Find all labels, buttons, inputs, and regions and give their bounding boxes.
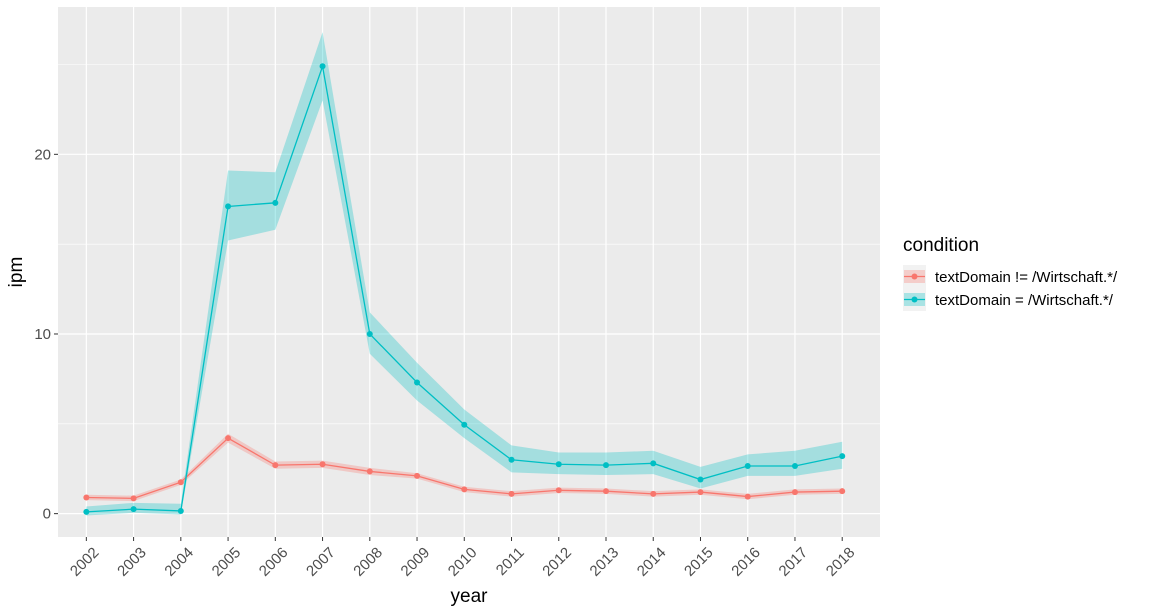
data-point	[83, 508, 90, 515]
data-point	[83, 494, 90, 501]
data-point	[366, 330, 373, 337]
y-tick-label: 10	[34, 326, 51, 343]
x-tick-label: 2009	[398, 544, 434, 580]
x-tick-label: 2003	[114, 544, 150, 580]
data-point	[130, 495, 137, 502]
legend-label: textDomain != /Wirtschaft.*/	[935, 269, 1118, 286]
data-point	[177, 507, 184, 514]
data-point	[461, 486, 468, 493]
data-point	[650, 460, 657, 467]
data-point	[650, 490, 657, 497]
major-gridlines	[58, 7, 880, 537]
x-tick-label: 2006	[256, 544, 292, 580]
data-point	[225, 203, 232, 210]
plot-panel	[58, 7, 880, 537]
x-axis-title: year	[451, 586, 489, 607]
x-tick-label: 2004	[161, 544, 197, 580]
data-point	[744, 493, 751, 500]
x-tick-label: 2002	[67, 544, 103, 580]
data-point	[603, 462, 609, 469]
legend-label: textDomain = /Wirtschaft.*/	[935, 292, 1114, 309]
x-tick-label: 2012	[539, 544, 575, 580]
y-tick-label: 0	[43, 506, 51, 523]
data-point	[130, 506, 137, 513]
data-point	[366, 468, 373, 475]
x-tick-label: 2008	[350, 544, 386, 580]
x-tick-label: 2014	[634, 544, 670, 580]
x-tick-label: 2007	[303, 544, 339, 580]
data-point	[414, 379, 421, 386]
x-tick-label: 2017	[776, 544, 812, 580]
legend: condition textDomain != /Wirtschaft.*/te…	[903, 235, 1118, 311]
data-point	[414, 472, 421, 479]
y-axis-title: ipm	[6, 257, 27, 288]
data-point	[791, 489, 798, 496]
legend-title: condition	[903, 235, 979, 256]
data-point	[839, 488, 846, 495]
confidence-band-2	[86, 32, 843, 516]
x-tick-label: 2016	[728, 544, 764, 580]
data-point	[791, 463, 798, 470]
data-point	[555, 487, 562, 494]
x-tick-label: 2015	[681, 544, 717, 580]
x-tick-label: 2013	[587, 544, 623, 580]
data-point	[508, 456, 515, 463]
x-tick-label: 2011	[493, 544, 528, 579]
legend-key-point	[911, 296, 918, 303]
legend-items: textDomain != /Wirtschaft.*/ textDomain =…	[903, 265, 1118, 311]
data-point	[744, 463, 751, 470]
x-tick-label: 2018	[823, 544, 859, 580]
data-point	[319, 63, 326, 70]
data-point	[461, 421, 468, 428]
data-point	[697, 476, 704, 483]
series-points	[83, 63, 846, 515]
data-point	[272, 462, 279, 469]
legend-key-point	[911, 273, 918, 280]
y-tick-label: 20	[34, 146, 51, 163]
data-point	[272, 199, 279, 206]
data-point	[225, 435, 232, 442]
data-point	[555, 461, 562, 468]
data-point	[697, 489, 704, 496]
data-point	[603, 488, 609, 495]
x-tick-label: 2010	[445, 544, 481, 580]
data-point	[508, 490, 515, 497]
data-point	[177, 479, 184, 486]
x-tick-label: 2005	[209, 544, 245, 580]
data-point	[839, 453, 846, 460]
data-point	[319, 461, 326, 468]
